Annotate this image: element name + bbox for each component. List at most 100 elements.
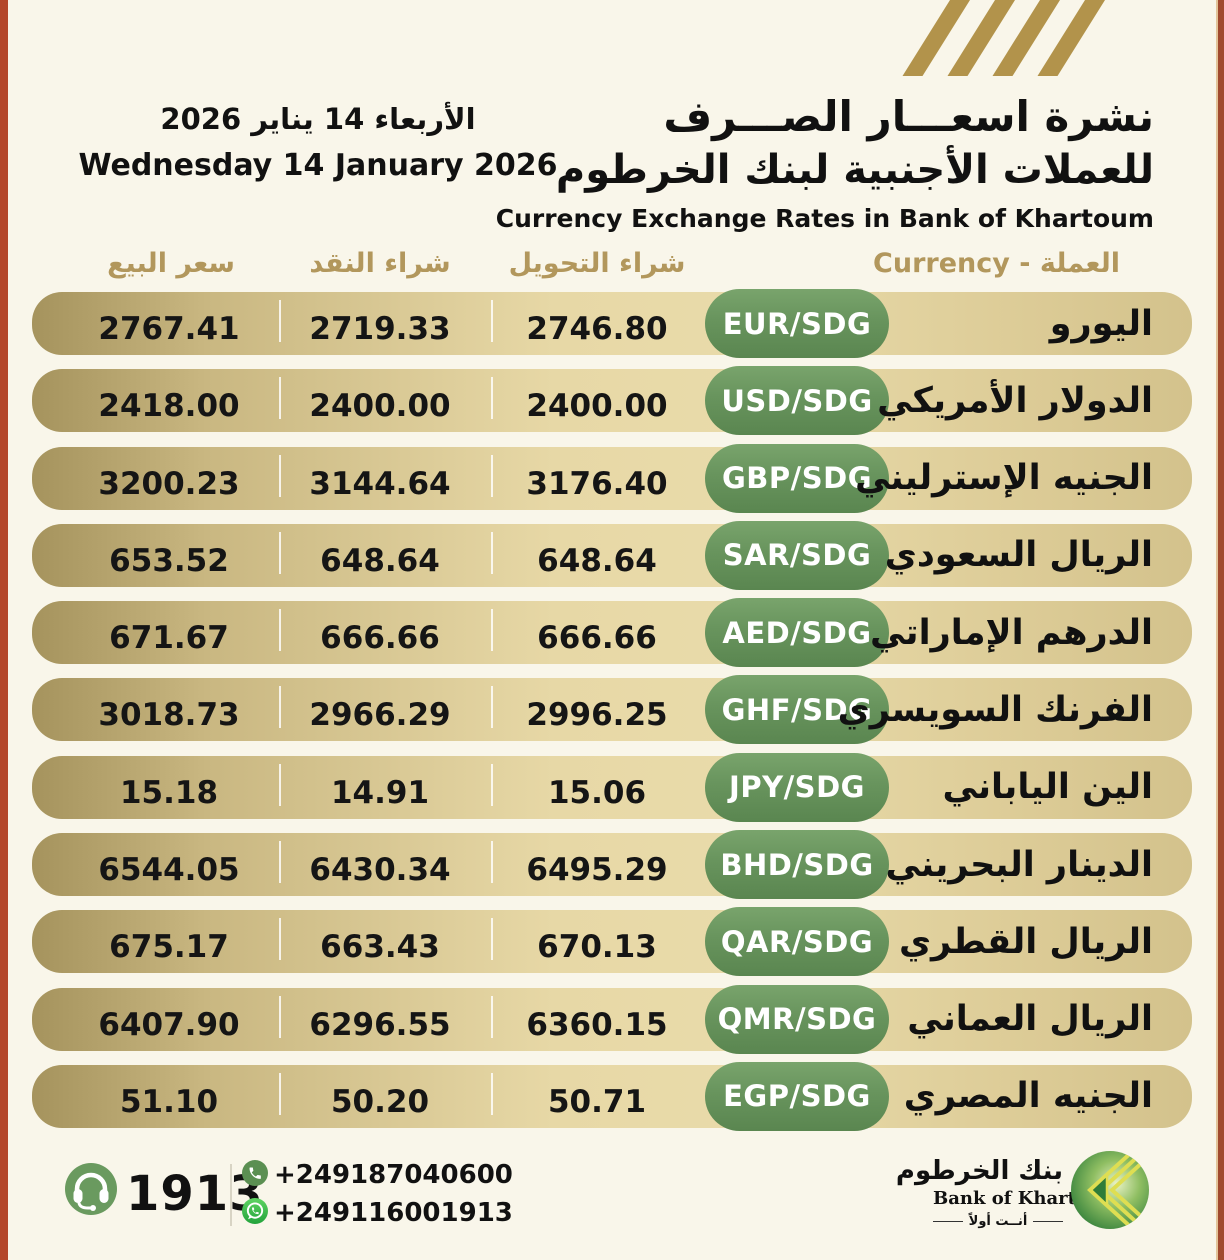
currency-name-arabic: اليورو: [1049, 303, 1153, 344]
column-divider: [279, 1072, 281, 1115]
transfer-buy-value: 648.64: [537, 542, 657, 579]
currency-name-arabic: الريال العماني: [907, 999, 1153, 1040]
column-divider: [279, 763, 281, 806]
cash-buy-value: 2719.33: [309, 311, 451, 347]
sell-rate-value: 6544.05: [98, 852, 240, 889]
sell-rate-value: 51.10: [119, 1083, 219, 1120]
date-english: Wednesday 14 January 2026: [78, 148, 558, 183]
sell-rate-value: 675.17: [109, 929, 229, 966]
currency-code-badge: JPY/SDG: [705, 752, 889, 822]
transfer-buy-value: 3176.40: [526, 465, 668, 502]
currency-name-arabic: الريال القطري: [898, 921, 1153, 962]
hotline-number: 1913: [126, 1166, 264, 1222]
cash-buy-value: 50.20: [330, 1083, 430, 1120]
table-row: 3200.23 3144.64 3176.40 GBP/SDG الجنيه ا…: [32, 443, 1192, 513]
bank-name-arabic: بنك الخرطوم: [895, 1156, 1063, 1186]
sell-rate-value: 3200.23: [98, 465, 240, 502]
date-block: الأربعاء 14 يناير 2026 Wednesday 14 Janu…: [78, 102, 557, 183]
cash-buy-value: 663.43: [320, 929, 440, 966]
table-row: 51.10 50.20 50.71 EGP/SDG الجنيه المصري: [32, 1061, 1192, 1131]
cash-buy-value: 3144.64: [309, 465, 451, 502]
column-divider: [491, 377, 493, 420]
bulletin-title: نشرة اسعـــار الصـــرف للعملات الأجنبية …: [496, 90, 1154, 233]
column-divider: [491, 609, 493, 652]
phone-number: +249187040600: [274, 1160, 513, 1190]
bank-tagline-arabic: أنــت أولاً: [968, 1214, 1028, 1229]
currency-name-arabic: الريال السعودي: [884, 535, 1153, 576]
whatsapp-icon: [242, 1198, 268, 1228]
currency-code-badge: EUR/SDG: [705, 289, 889, 358]
bank-logo-text: بنك الخرطوم Bank of Khartoum أنــت أولاً: [895, 1156, 1120, 1229]
currency-code-badge: EGP/SDG: [705, 1061, 889, 1131]
bank-sphere-icon: [1070, 1150, 1150, 1234]
transfer-buy-value: 15.06: [547, 774, 647, 811]
table-row: 671.67 666.66 666.66 AED/SDG الدرهم الإم…: [32, 598, 1192, 668]
column-divider: [491, 300, 493, 342]
transfer-buy-value: 6360.15: [526, 1006, 668, 1043]
transfer-buy-value: 6495.29: [526, 852, 668, 889]
table-row: 653.52 648.64 648.64 SAR/SDG الريال السع…: [32, 520, 1192, 590]
sell-rate-value: 2767.41: [98, 311, 240, 347]
currency-code-badge: GBP/SDG: [705, 443, 889, 513]
column-divider: [491, 841, 493, 884]
currency-name-arabic: الين الياباني: [942, 767, 1153, 808]
column-divider: [279, 918, 281, 961]
whatsapp-contact: +249116001913: [242, 1198, 513, 1228]
tagline-rule: [933, 1220, 963, 1223]
column-divider: [279, 377, 281, 420]
table-row: 3018.73 2966.29 2996.25 GHF/SDG الفرنك ا…: [32, 675, 1192, 745]
sell-rate-value: 15.18: [119, 774, 219, 811]
currency-code-badge: QAR/SDG: [705, 907, 889, 977]
table-row: 15.18 14.91 15.06 JPY/SDG الين الياباني: [32, 752, 1192, 822]
currency-code-badge: GHF/SDG: [705, 675, 889, 745]
transfer-buy-value: 2746.80: [526, 311, 668, 347]
currency-code-badge: USD/SDG: [705, 366, 889, 436]
table-row: 675.17 663.43 670.13 QAR/SDG الريال القط…: [32, 907, 1192, 977]
right-edge-strip: [1216, 0, 1224, 1260]
cash-buy-value: 648.64: [320, 542, 440, 579]
cash-buy-value: 14.91: [330, 774, 430, 811]
footer-divider: [230, 1164, 232, 1226]
cash-buy-value: 6296.55: [309, 1006, 451, 1043]
currency-name-arabic: الدرهم الإماراتي: [870, 612, 1153, 653]
column-divider: [279, 995, 281, 1038]
column-divider: [279, 531, 281, 574]
table-row: 2767.41 2719.33 2746.80 EUR/SDG اليورو: [32, 289, 1192, 358]
column-divider: [491, 686, 493, 729]
transfer-buy-value: 50.71: [547, 1083, 647, 1120]
column-divider: [279, 686, 281, 729]
title-arabic-line2: للعملات الأجنبية لبنك الخرطوم: [555, 147, 1154, 193]
column-divider: [491, 995, 493, 1038]
table-row: 6407.90 6296.55 6360.15 QMR/SDG الريال ا…: [32, 984, 1192, 1054]
cash-buy-value: 2400.00: [309, 388, 451, 425]
column-header-transfer-buy: شراء التحويل: [508, 248, 686, 279]
column-header-sell: سعر البيع: [107, 248, 235, 279]
left-edge-strip: [0, 0, 8, 1260]
currency-name-arabic: الدولار الأمريكي: [877, 380, 1153, 421]
currency-name-arabic: الجنيه المصري: [903, 1076, 1153, 1117]
tagline-rule: [1033, 1220, 1063, 1223]
column-divider: [279, 300, 281, 342]
column-divider: [491, 918, 493, 961]
title-english: Currency Exchange Rates in Bank of Khart…: [495, 204, 1154, 233]
phone-icon: [242, 1160, 268, 1190]
cash-buy-value: 2966.29: [309, 697, 451, 734]
column-divider: [491, 454, 493, 497]
currency-name-arabic: الدينار البحريني: [885, 844, 1153, 885]
transfer-buy-value: 666.66: [537, 620, 657, 657]
headset-icon: [64, 1162, 118, 1220]
transfer-buy-value: 2996.25: [526, 697, 668, 734]
sell-rate-value: 671.67: [109, 620, 229, 657]
gold-stripes-motif: [902, 0, 1150, 76]
bank-tagline: أنــت أولاً: [933, 1214, 1063, 1229]
cash-buy-value: 666.66: [320, 620, 440, 657]
currency-code-badge: AED/SDG: [705, 598, 889, 668]
currency-name-arabic: الفرنك السويسري: [837, 689, 1153, 730]
sell-rate-value: 653.52: [109, 542, 229, 579]
cash-buy-value: 6430.34: [309, 852, 451, 889]
transfer-buy-value: 670.13: [537, 929, 657, 966]
column-divider: [279, 841, 281, 884]
currency-code-badge: BHD/SDG: [705, 830, 889, 900]
title-arabic-line1: نشرة اسعـــار الصـــرف: [663, 92, 1154, 141]
currency-code-badge: QMR/SDG: [705, 984, 889, 1054]
